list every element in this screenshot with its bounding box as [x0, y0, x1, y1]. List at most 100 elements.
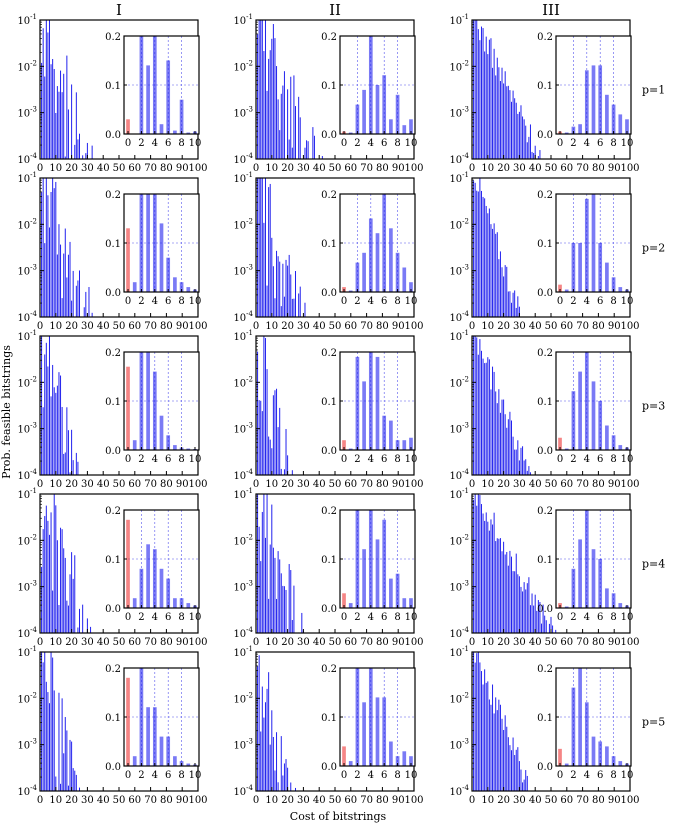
main-bar [67, 109, 69, 159]
x-tick-label: 60 [560, 795, 573, 806]
inset-bar [571, 391, 576, 450]
y-tick-label: 10-2 [449, 533, 469, 547]
main-bar [493, 371, 495, 475]
y-tick-label: 10-2 [449, 691, 469, 705]
inset-x-tick-label: 6 [597, 138, 603, 149]
inset-x-tick-label: 0 [125, 454, 131, 465]
main-bar [71, 552, 73, 633]
main-bar [280, 306, 282, 317]
inset-bar [611, 756, 616, 766]
y-tick-label: 10-4 [233, 152, 253, 166]
y-tick-label: 10-2 [17, 59, 37, 73]
x-tick-label: 10 [481, 321, 494, 332]
main-bar [272, 547, 274, 633]
main-bar [50, 396, 52, 475]
inset-x-tick-label: 4 [368, 454, 374, 465]
main-bar [496, 232, 498, 317]
main-bar [482, 196, 484, 317]
main-bar [541, 623, 543, 633]
main-bar [484, 51, 486, 159]
inset-bar [342, 593, 346, 608]
inset-bar [389, 228, 393, 292]
main-bar [480, 190, 482, 317]
inset: 0.0 0.1 0.2 0 2 4 6 8 10 [321, 348, 417, 465]
main-bar [496, 403, 498, 475]
x-tick-label: 30 [513, 795, 526, 806]
main-bar [274, 298, 276, 317]
x-tick-label: 50 [113, 163, 126, 174]
main-bar [279, 261, 281, 317]
main-bars [40, 494, 92, 633]
main-bar [504, 414, 506, 475]
inset-x-tick-label: 8 [610, 454, 616, 465]
x-tick-label: 10 [49, 479, 62, 490]
main-bar [272, 736, 274, 791]
x-tick-label: 80 [592, 479, 605, 490]
x-tick-label: 0 [469, 637, 475, 648]
main-bar [50, 64, 52, 159]
y-tick-label: 10-1 [233, 13, 253, 27]
main-bar [260, 20, 262, 159]
inset-x-tick-label: 8 [610, 138, 616, 149]
x-tick-label: 70 [144, 479, 157, 490]
main-bar [287, 455, 289, 475]
inset-bar [375, 85, 380, 134]
main-bar [264, 338, 266, 475]
inset-y-tick-label: 0.1 [321, 397, 337, 408]
main-bar [485, 36, 487, 159]
x-tick-label: 80 [592, 321, 605, 332]
x-tick-label: 100 [404, 479, 423, 490]
x-tick-label: 90 [392, 163, 405, 174]
panel-I-p5: 10-410-310-210-10 10 20 30 40 50 60 70 80 90 1000.… [17, 645, 207, 806]
main-bar [72, 768, 74, 791]
main-bar [41, 336, 43, 475]
main-bar [518, 111, 520, 159]
y-tick-label: 10-4 [17, 152, 37, 166]
main-bar [523, 460, 525, 475]
inset-y-tick-label: 0.2 [321, 664, 337, 675]
main-bar [77, 461, 79, 475]
main-bar [537, 600, 539, 633]
y-tick-label: 10-3 [233, 422, 253, 436]
inset-bar [375, 539, 380, 608]
main-bar [490, 224, 492, 317]
main-bar [533, 152, 535, 159]
inset-bar [152, 549, 157, 608]
panel-III-p4: 10-410-310-210-10 10 20 30 40 50 60 70 80 90 1000.… [449, 487, 639, 648]
inset-bar [126, 519, 130, 608]
main-bar [290, 782, 292, 791]
inset-bar [558, 748, 562, 766]
main-bar [287, 89, 289, 159]
inset-x-tick-label: 0 [557, 454, 563, 465]
inset-bar [368, 218, 373, 292]
x-tick-label: 70 [576, 479, 589, 490]
inset-bar [375, 697, 380, 766]
main-bars [40, 20, 93, 159]
inset-bar [368, 36, 373, 134]
main-bar [279, 407, 281, 475]
y-tick-label: 10-2 [17, 375, 37, 389]
main-bar [321, 156, 323, 159]
main-bar [271, 448, 273, 475]
main-bar [288, 139, 290, 159]
x-tick-label: 80 [376, 163, 389, 174]
inset-bar [179, 598, 184, 608]
inset-x-tick-label: 2 [354, 770, 360, 781]
inset-bar [409, 119, 413, 134]
x-tick-label: 60 [560, 163, 573, 174]
main-bar [552, 625, 554, 633]
inset: 0.0 0.1 0.2 0 2 4 6 8 10 [537, 190, 633, 307]
inset-y-tick-label: 0.1 [537, 81, 553, 92]
main-bar [288, 564, 290, 633]
main-bar [44, 243, 46, 317]
main-bar [44, 516, 46, 633]
x-tick-label: 90 [392, 637, 405, 648]
main-bar [490, 519, 492, 633]
inset-x-tick-label: 0 [341, 296, 347, 307]
inset-x-tick-label: 8 [610, 612, 616, 623]
y-tick-label: 10-2 [233, 375, 253, 389]
inset-bar [389, 420, 393, 450]
inset-x-tick-label: 4 [368, 770, 374, 781]
inset-x-tick-label: 0 [557, 612, 563, 623]
inset-bar [132, 756, 137, 766]
